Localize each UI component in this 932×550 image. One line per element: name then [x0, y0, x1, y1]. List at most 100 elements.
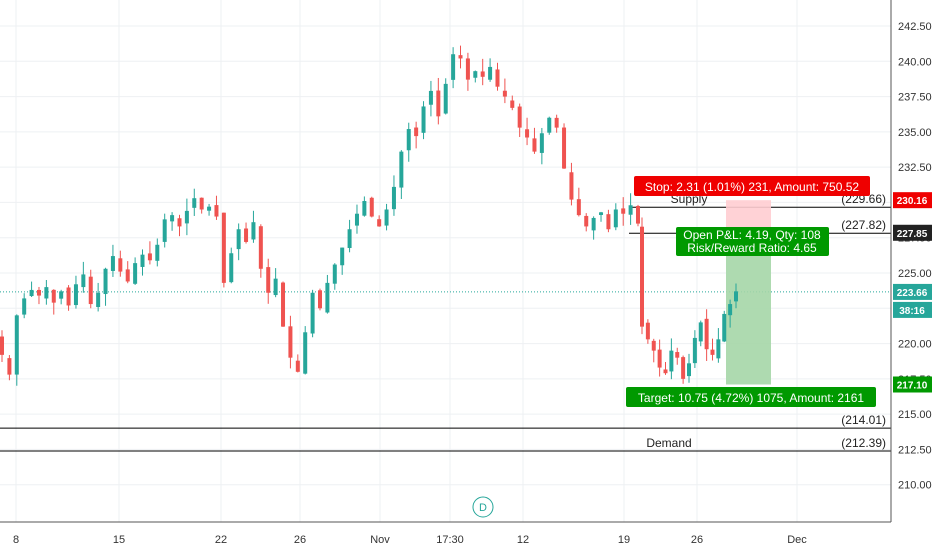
candle-body	[502, 90, 507, 97]
candle-body	[251, 222, 256, 240]
candle	[66, 285, 71, 311]
price-tag	[893, 301, 932, 318]
candle-body	[399, 151, 404, 188]
candle	[734, 283, 738, 309]
candle	[436, 77, 441, 125]
candle-body	[22, 298, 27, 315]
candle-body	[0, 336, 4, 355]
candle	[0, 330, 4, 362]
candle-body	[303, 332, 308, 374]
candle	[645, 319, 650, 344]
candle	[51, 289, 56, 315]
candle	[532, 127, 537, 154]
candle-body	[510, 100, 515, 108]
candle	[377, 215, 382, 227]
candle	[133, 257, 138, 285]
candle-body	[698, 322, 703, 342]
candle-body	[710, 349, 715, 355]
candle	[613, 203, 618, 231]
candle-body	[133, 263, 138, 284]
candle-body	[525, 129, 530, 138]
candles	[0, 45, 738, 386]
candle	[384, 203, 389, 231]
candle-body	[554, 117, 559, 128]
x-tick-label: 8	[13, 534, 19, 546]
candle	[488, 58, 493, 82]
candle-body	[192, 198, 197, 208]
candle-body	[125, 269, 130, 282]
candle-body	[110, 256, 115, 271]
y-tick-label: 235.00	[898, 127, 932, 139]
x-tick-label: 26	[294, 534, 306, 546]
candle	[244, 222, 249, 244]
candle-body	[640, 226, 644, 327]
candle-body	[532, 138, 537, 152]
candle	[199, 197, 204, 214]
candle	[599, 211, 604, 222]
stop-label-box	[634, 176, 870, 196]
pnl-label: Open P&L: 4.19, Qty: 108	[683, 228, 821, 242]
candle	[675, 347, 680, 365]
candle-body	[728, 304, 733, 316]
candle-body	[465, 58, 470, 80]
candle-body	[613, 209, 618, 228]
candle	[576, 187, 581, 217]
level-value-label: (227.82)	[841, 218, 886, 232]
candle-body	[369, 197, 374, 217]
candle	[221, 212, 226, 288]
candle-body	[147, 253, 152, 261]
candle	[628, 193, 633, 225]
candle-body	[177, 218, 182, 227]
target-label-box	[626, 387, 876, 407]
rr-label: Risk/Reward Ratio: 4.65	[687, 241, 817, 255]
candle	[192, 188, 197, 216]
candle	[295, 354, 300, 373]
candle	[710, 338, 715, 361]
candle	[465, 52, 470, 91]
candle	[273, 268, 278, 298]
candle	[236, 223, 241, 261]
candle-body	[687, 363, 691, 377]
dividend-marker-label: D	[479, 502, 487, 514]
candle-body	[569, 172, 574, 200]
candle-body	[517, 106, 522, 128]
candle-body	[266, 267, 271, 293]
candle	[569, 162, 574, 206]
candle-body	[495, 69, 500, 87]
x-tick-label: 26	[691, 534, 703, 546]
candle	[103, 267, 108, 306]
candle	[640, 217, 644, 335]
candle-body	[229, 253, 234, 283]
candle	[669, 338, 674, 380]
candle-body	[539, 133, 544, 153]
candle-body	[621, 208, 626, 214]
candle	[281, 281, 286, 327]
candle	[591, 216, 596, 240]
candle-body	[591, 217, 596, 231]
candle-body	[340, 247, 345, 266]
candle-body	[716, 339, 721, 359]
candle	[722, 310, 727, 343]
candle	[177, 214, 182, 237]
candle-body	[562, 127, 567, 169]
x-tick-label: Nov	[370, 534, 390, 546]
candle	[510, 95, 515, 111]
x-tick-label: 19	[618, 534, 630, 546]
candle-body	[377, 219, 382, 227]
candle	[59, 289, 64, 305]
candle	[288, 315, 293, 369]
price-tag-label: 227.85	[897, 229, 928, 240]
candle	[502, 78, 507, 104]
candle	[170, 212, 175, 231]
candle	[81, 261, 86, 293]
candle-body	[347, 229, 352, 249]
candle	[554, 114, 559, 133]
candle-body	[325, 282, 330, 313]
candle	[421, 101, 426, 140]
candle	[266, 258, 271, 304]
y-tick-label: 225.00	[898, 268, 932, 280]
candle-body	[162, 219, 167, 242]
candle-body	[73, 284, 78, 306]
x-tick-label: Dec	[787, 534, 807, 546]
